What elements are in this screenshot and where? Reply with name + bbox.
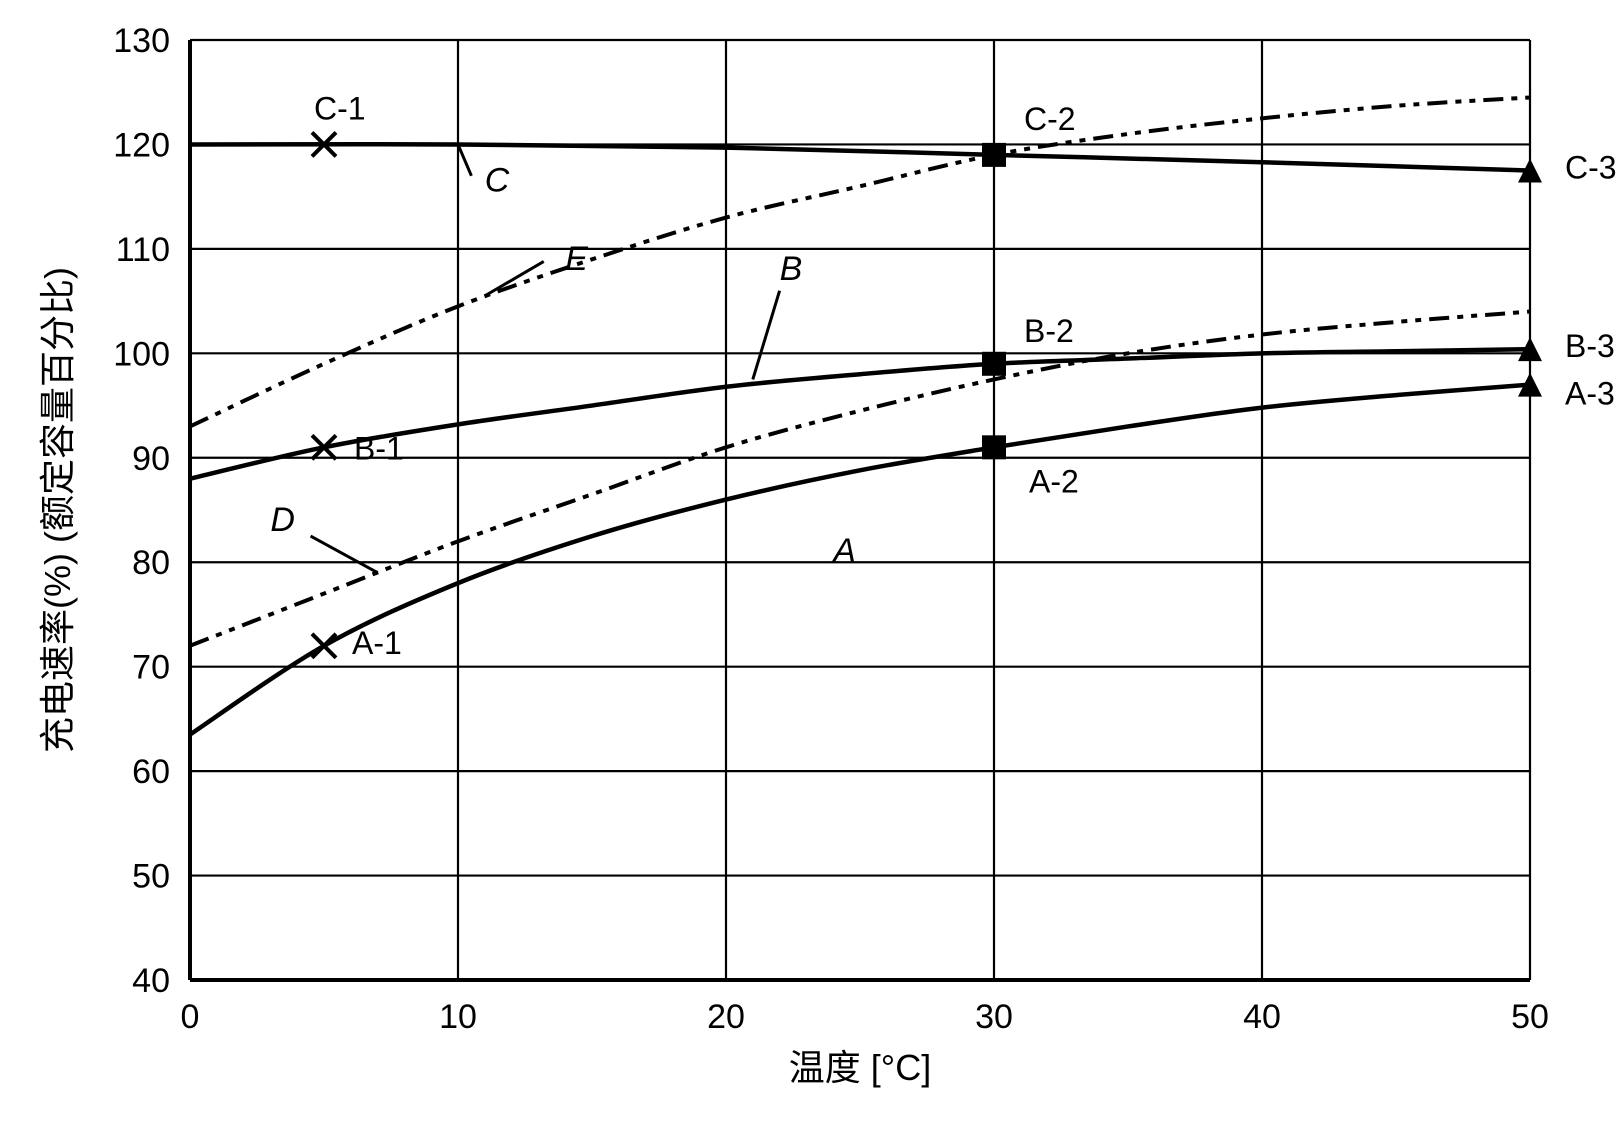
- series-E: [190, 97, 1530, 426]
- marker-A-1: [312, 634, 336, 658]
- marker-label-A-2: A-2: [1029, 463, 1079, 499]
- x-tick-label: 0: [181, 998, 200, 1036]
- x-axis-title: 温度 [°C]: [789, 1047, 931, 1088]
- leader-E: [485, 261, 544, 295]
- series-C: [190, 132, 1542, 182]
- marker-label-B-2: B-2: [1024, 313, 1074, 349]
- x-tick-label: 40: [1243, 998, 1281, 1036]
- curve-D: [190, 312, 1530, 646]
- series-label-B: B: [780, 250, 803, 288]
- y-tick-label: 70: [132, 649, 170, 687]
- series-label-A: A: [831, 532, 856, 570]
- leader-D: [311, 536, 378, 573]
- series-label-D: D: [270, 501, 295, 539]
- y-tick-label: 130: [113, 22, 170, 60]
- marker-B-2: [982, 352, 1006, 376]
- curve-C: [190, 144, 1530, 170]
- y-tick-label: 120: [113, 126, 170, 164]
- marker-label-B-3: B-3: [1565, 328, 1615, 364]
- y-tick-label: 80: [132, 544, 170, 582]
- marker-label-B-1: B-1: [354, 430, 404, 466]
- y-tick-label: 60: [132, 753, 170, 791]
- marker-label-C-2: C-2: [1024, 101, 1076, 137]
- series-label-E: E: [565, 240, 588, 278]
- x-tick-label: 30: [975, 998, 1013, 1036]
- marker-label-A-1: A-1: [352, 625, 402, 661]
- marker-label-C-1: C-1: [314, 90, 366, 126]
- marker-label-C-3: C-3: [1565, 150, 1617, 186]
- y-tick-label: 100: [113, 335, 170, 373]
- marker-label-A-3: A-3: [1565, 376, 1615, 412]
- x-tick-label: 10: [439, 998, 477, 1036]
- y-axis-title: 充电速率(%) (额定容量百分比): [37, 267, 78, 753]
- gridlines: [190, 40, 1530, 980]
- curve-E: [190, 97, 1530, 426]
- x-tick-label: 50: [1511, 998, 1549, 1036]
- y-tick-label: 40: [132, 962, 170, 1000]
- chart-svg: 0 10 20 30 40 50 40 50 60 70 80 90 100 110 120 130 温度 [°…: [0, 0, 1623, 1122]
- leader-B: [753, 291, 780, 380]
- x-tick-label: 20: [707, 998, 745, 1036]
- y-tick-label: 50: [132, 858, 170, 896]
- series-label-C: C: [485, 161, 510, 199]
- leader-C: [458, 144, 471, 175]
- marker-A-2: [982, 435, 1006, 459]
- y-tick-label: 110: [116, 231, 170, 269]
- series-A: [190, 373, 1542, 735]
- y-tick-label: 90: [132, 440, 170, 478]
- series-D: [190, 312, 1530, 646]
